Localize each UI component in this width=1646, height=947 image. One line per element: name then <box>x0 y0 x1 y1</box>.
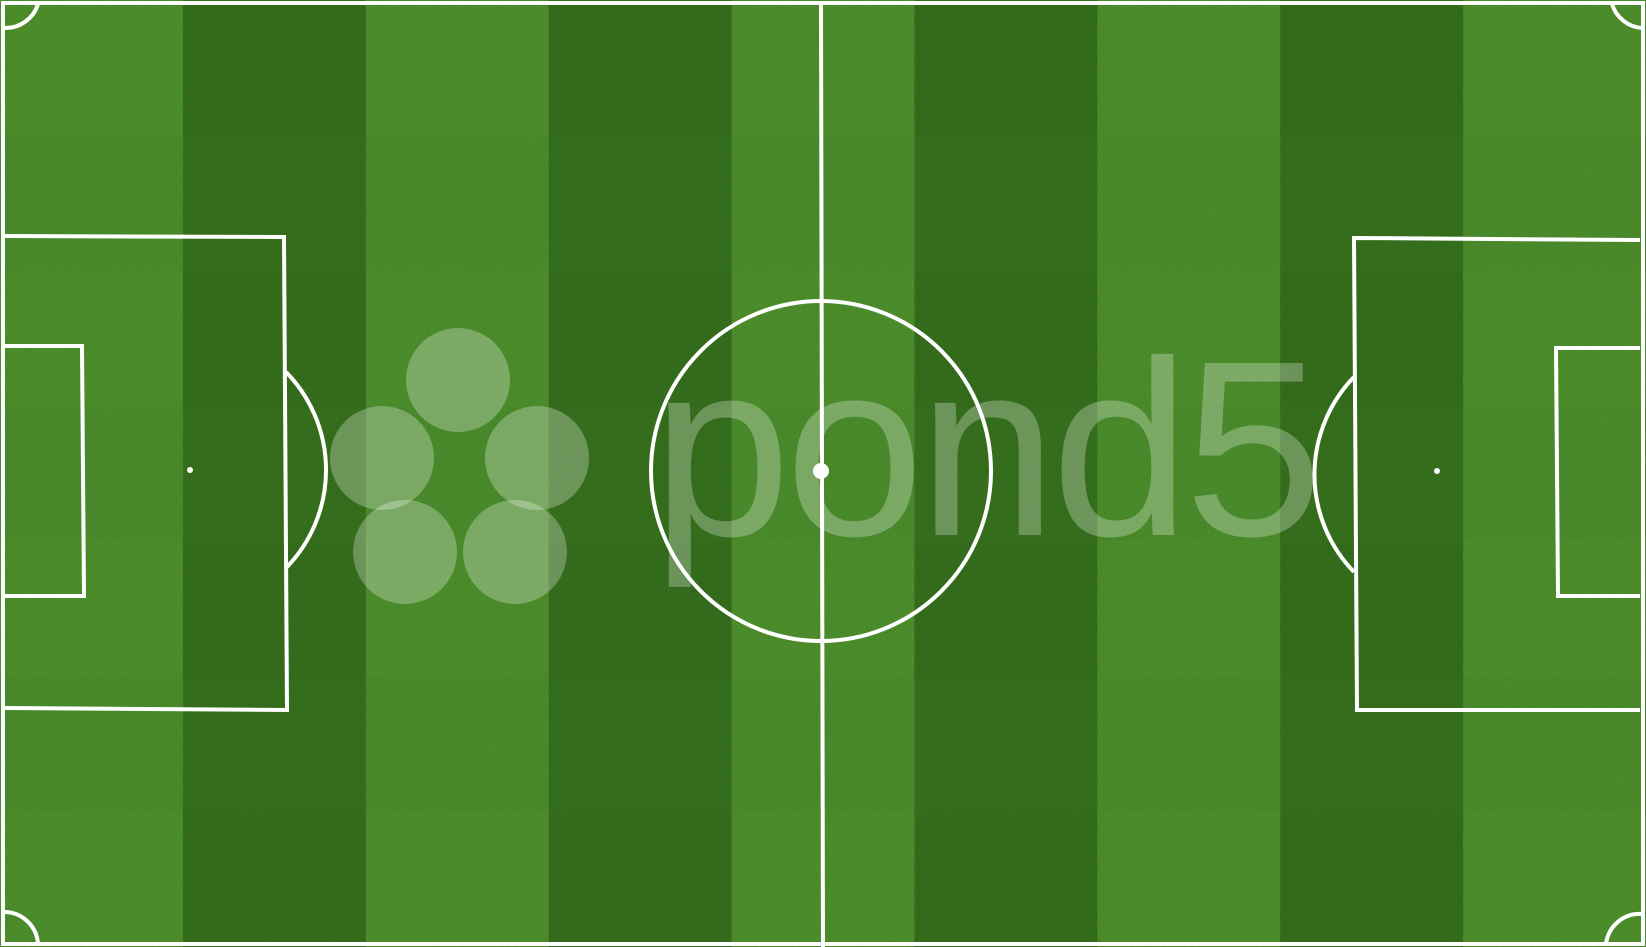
corner-arc-top-right <box>1610 3 1643 30</box>
left-penalty-box <box>3 234 290 713</box>
left-goal-box <box>4 344 87 598</box>
pond5-watermark-text: pond5 <box>652 309 1317 588</box>
center-circle <box>649 299 993 643</box>
pond5-watermark: pond5 <box>330 309 1323 604</box>
right-penalty-box <box>1351 235 1641 712</box>
right-goal-box <box>1553 346 1640 598</box>
corner-arc-top-left <box>3 3 40 31</box>
pond5-logo-icon <box>330 328 589 604</box>
corner-arc-bottom-right <box>1604 911 1643 945</box>
center-spot <box>813 463 829 479</box>
left-penalty-spot <box>187 467 193 473</box>
right-penalty-arc <box>1312 375 1356 574</box>
right-penalty-spot <box>1434 468 1440 474</box>
corner-arc-bottom-left <box>3 909 40 945</box>
left-penalty-arc <box>284 370 328 570</box>
